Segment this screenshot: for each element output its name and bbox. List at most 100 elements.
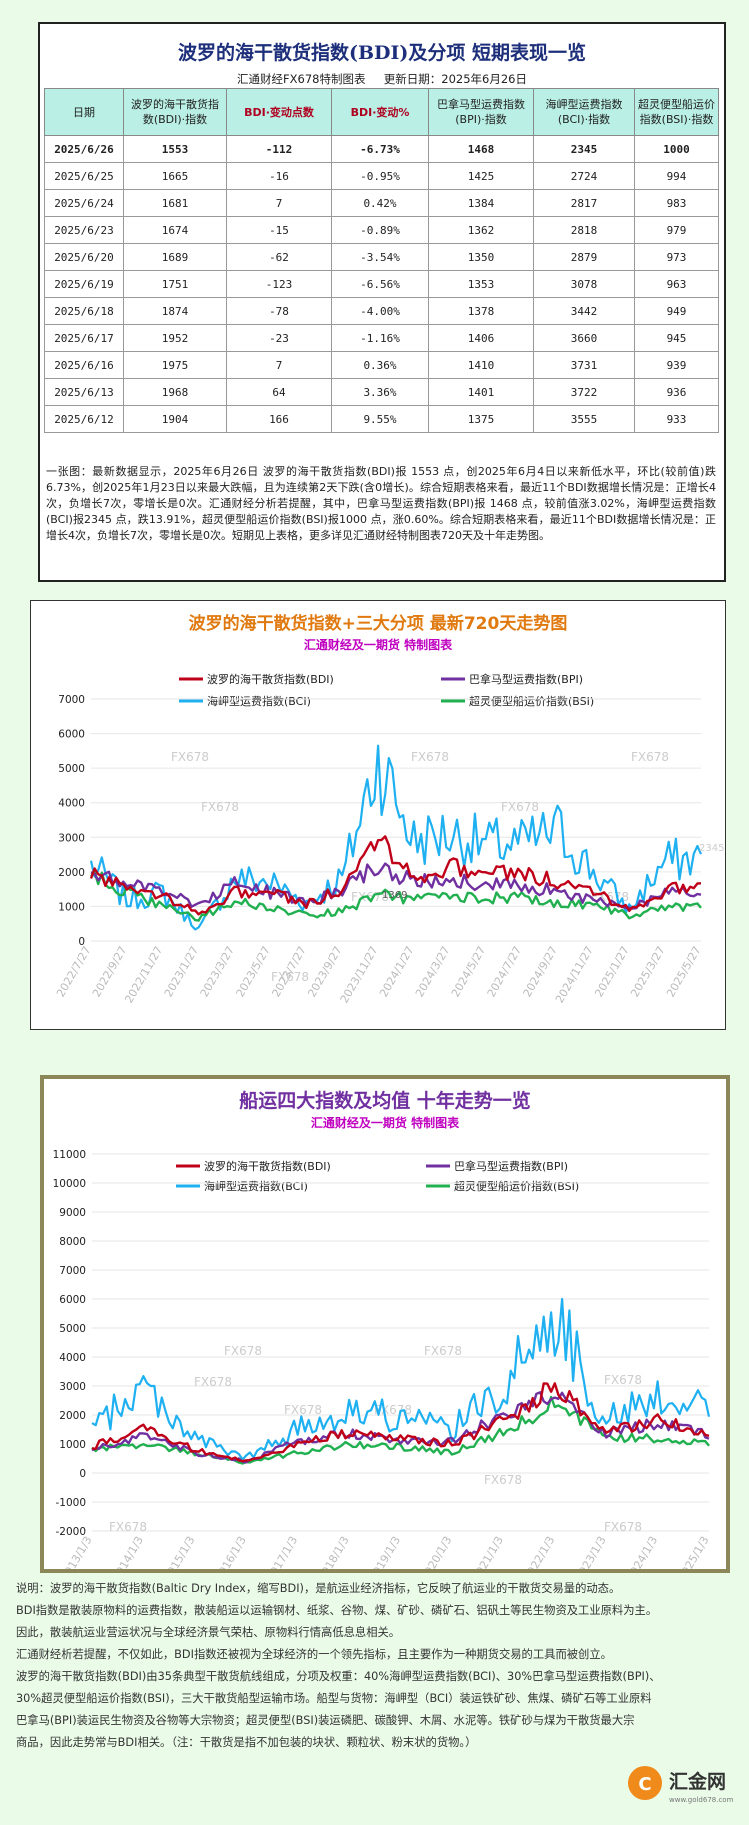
legend-label: 巴拿马型运费指数(BPI)	[469, 672, 583, 686]
table-cell: -15	[226, 216, 332, 244]
table-cell: 973	[634, 243, 719, 271]
x-tick-label: 2017/1/3	[264, 1534, 300, 1569]
description-line: 因此，散装航运业营运状况与全球经济景气荣枯、原物料行情高低息息相关。	[16, 1626, 401, 1639]
legend-label: 波罗的海干散货指数(BDI)	[204, 1159, 331, 1173]
table-row: 2025/6/25 1665 -16 -0.95% 1425 2724 994	[44, 162, 719, 190]
y-tick-label: 6000	[58, 729, 85, 741]
x-tick-label: 2015/1/3	[161, 1534, 197, 1569]
table-cell: -0.89%	[331, 216, 429, 244]
legend-label: 巴拿马型运费指数(BPI)	[454, 1159, 568, 1173]
table-cell: 2025/6/26	[44, 135, 124, 163]
table-cell: -78	[226, 297, 332, 325]
table-cell: 1353	[428, 270, 534, 298]
table-cell: 2025/6/12	[44, 405, 124, 433]
chart-title: 船运四大指数及均值 十年走势一览	[239, 1089, 531, 1112]
y-tick-label: 4000	[59, 1352, 86, 1364]
x-tick-label: 2013/1/3	[59, 1534, 95, 1569]
table-cell: 1406	[428, 324, 534, 352]
table-cell: -6.56%	[331, 270, 429, 298]
table-cell: 3555	[533, 405, 635, 433]
description-line: BDI指数是散装原物料的运费指数，散装船运以运输钢材、纸浆、谷物、煤、矿砂、磷矿…	[16, 1604, 658, 1617]
table-cell: 2025/6/16	[44, 351, 124, 379]
legend-label: 海岬型运费指数(BCI)	[204, 1179, 308, 1193]
y-tick-label: 3000	[58, 832, 85, 844]
table-cell: 1968	[123, 378, 227, 406]
y-tick-label: -1000	[55, 1497, 86, 1509]
table-cell: 1681	[123, 189, 227, 217]
x-tick-label: 2024/3/27	[413, 944, 452, 999]
table-cell: 3442	[533, 297, 635, 325]
table-row: 2025/6/24 1681 7 0.42% 1384 2817 983	[44, 189, 719, 217]
x-tick-label: 2023/3/27	[198, 944, 237, 999]
logo-circle-icon	[628, 1766, 662, 1800]
legend-label: 波罗的海干散货指数(BDI)	[207, 672, 334, 686]
table-row: 2025/6/18 1874 -78 -4.00% 1378 3442 949	[44, 297, 719, 325]
watermark: FX678	[604, 1520, 642, 1534]
y-tick-label: 5000	[59, 1323, 86, 1335]
table-cell: 1468	[428, 135, 534, 163]
table-cell: 1674	[123, 216, 227, 244]
table-title: 波罗的海干散货指数(BDI)及分项 短期表现一览	[177, 42, 587, 64]
table-cell: 1350	[428, 243, 534, 271]
col-bdi: 波罗的海干散货指数(BDI)·指数	[123, 88, 227, 136]
table-cell: 1874	[123, 297, 227, 325]
table-cell: 2025/6/17	[44, 324, 124, 352]
legend-label: 超灵便型船运价指数(BSI)	[454, 1179, 579, 1193]
y-tick-label: 4000	[58, 798, 85, 810]
table-cell: 994	[634, 162, 719, 190]
table-cell: 1378	[428, 297, 534, 325]
table-cell: 3.36%	[331, 378, 429, 406]
table-row: 2025/6/13 1968 64 3.36% 1401 3722 936	[44, 378, 719, 406]
y-tick-label: 11000	[53, 1149, 86, 1161]
y-tick-label: 10000	[53, 1178, 86, 1190]
table-cell: 1665	[123, 162, 227, 190]
table-cell: 0.42%	[331, 189, 429, 217]
y-tick-label: 1000	[58, 901, 85, 913]
y-tick-label: 5000	[58, 763, 85, 775]
table-cell: 983	[634, 189, 719, 217]
watermark: FX678	[424, 1344, 462, 1358]
x-tick-label: 2023/9/27	[305, 944, 344, 999]
table-cell: 3660	[533, 324, 635, 352]
table-cell: 2025/6/20	[44, 243, 124, 271]
x-tick-label: 2023/1/3	[573, 1534, 609, 1569]
chart-subtitle: 汇通财经及一期货 特制图表	[311, 1115, 460, 1130]
table-cell: 1689	[123, 243, 227, 271]
table-cell: 2025/6/13	[44, 378, 124, 406]
watermark: FX678	[271, 970, 309, 984]
table-cell: 963	[634, 270, 719, 298]
watermark: FX678	[631, 750, 669, 764]
table-cell: -3.54%	[331, 243, 429, 271]
table-cell: 1410	[428, 351, 534, 379]
table-cell: 945	[634, 324, 719, 352]
table-cell: 979	[634, 216, 719, 244]
table-cell: 1362	[428, 216, 534, 244]
x-tick-label: 2020/1/3	[419, 1534, 455, 1569]
table-cell: -62	[226, 243, 332, 271]
table-cell: 1000	[634, 135, 719, 163]
table-cell: 1401	[428, 378, 534, 406]
col-bsi: 超灵便型船运价指数(BSI)·指数	[634, 88, 719, 136]
table-cell: -16	[226, 162, 332, 190]
y-tick-label: 2000	[58, 867, 85, 879]
bdi-table: 日期 波罗的海干散货指数(BDI)·指数 BDI·变动点数 BDI·变动% 巴拿…	[44, 88, 719, 433]
end-value-label: 2345	[699, 843, 724, 854]
gold678-logo: C 汇金网 www.gold678.com	[625, 1758, 745, 1808]
description-line: 商品，因此走势常与BDI相关。（注：干散货是指不加包装的块状、颗粒状、粉末状的货…	[16, 1736, 477, 1749]
table-row: 2025/6/19 1751 -123 -6.56% 1353 3078 963	[44, 270, 719, 298]
x-tick-label: 2022/11/27	[122, 944, 165, 1005]
watermark: FX678	[201, 800, 239, 814]
x-tick-label: 2018/1/3	[316, 1534, 352, 1569]
table-update-date: 更新日期：2025年6月26日	[383, 72, 527, 86]
table-cell: -0.95%	[331, 162, 429, 190]
table-cell: 933	[634, 405, 719, 433]
table-cell: 2025/6/18	[44, 297, 124, 325]
table-cell: 936	[634, 378, 719, 406]
x-tick-label: 2019/1/3	[367, 1534, 403, 1569]
table-cell: 2879	[533, 243, 635, 271]
x-tick-label: 2024/7/27	[485, 944, 524, 999]
table-header-row: 日期 波罗的海干散货指数(BDI)·指数 BDI·变动点数 BDI·变动% 巴拿…	[44, 88, 719, 136]
table-cell: 3731	[533, 351, 635, 379]
